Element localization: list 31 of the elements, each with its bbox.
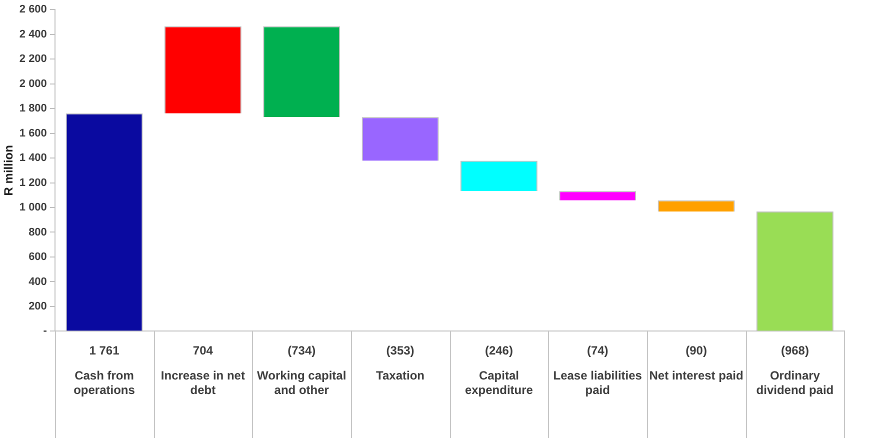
data-label: (353)	[386, 344, 414, 358]
x-tick-label: Taxation	[376, 368, 424, 383]
data-label: (74)	[586, 344, 608, 358]
y-tick-label: 1 000	[19, 202, 47, 214]
x-tick-label: Working capital and other	[257, 368, 346, 398]
y-tick-label: 1 400	[19, 152, 47, 164]
data-label: (90)	[686, 344, 707, 358]
y-tick-label: 600	[28, 251, 47, 264]
y-axis-title: R million	[2, 145, 16, 196]
x-tick-label: Net interest paid	[649, 368, 744, 383]
y-tick-label: 2 000	[19, 78, 47, 90]
x-tick-label: Lease liabilities paid	[553, 368, 642, 398]
x-tick-label: Ordinary dividend paid	[756, 368, 834, 398]
y-tick-label: 1 800	[19, 102, 47, 115]
x-tick-label: Capital expenditure	[464, 368, 534, 398]
x-tick-label: Cash from operations	[74, 368, 136, 398]
y-tick-label: 800	[28, 226, 47, 238]
y-tick-label: 400	[28, 276, 47, 288]
data-label: (246)	[484, 344, 513, 358]
y-tick-label: 2 400	[19, 28, 47, 40]
data-label: (734)	[288, 344, 316, 358]
y-tick-label: 200	[28, 300, 47, 312]
y-tick-label: 1 600	[19, 127, 47, 140]
y-tick-label: 1 200	[19, 176, 47, 189]
data-label: (968)	[780, 344, 809, 358]
data-label: 704	[192, 344, 214, 358]
data-label: 1 761	[89, 344, 120, 358]
y-tick-label: 2 200	[19, 53, 47, 66]
y-tick-label: 2 600	[19, 4, 47, 16]
y-tick-label: -	[43, 325, 48, 338]
x-tick-label: Increase in net debt	[160, 368, 245, 398]
